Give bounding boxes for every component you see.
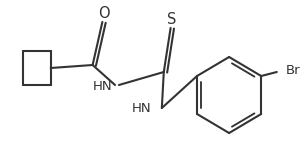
Text: HN: HN	[92, 80, 112, 93]
Text: HN: HN	[131, 102, 151, 116]
Text: S: S	[167, 12, 176, 27]
Text: Br: Br	[286, 63, 300, 76]
Text: O: O	[98, 6, 110, 21]
